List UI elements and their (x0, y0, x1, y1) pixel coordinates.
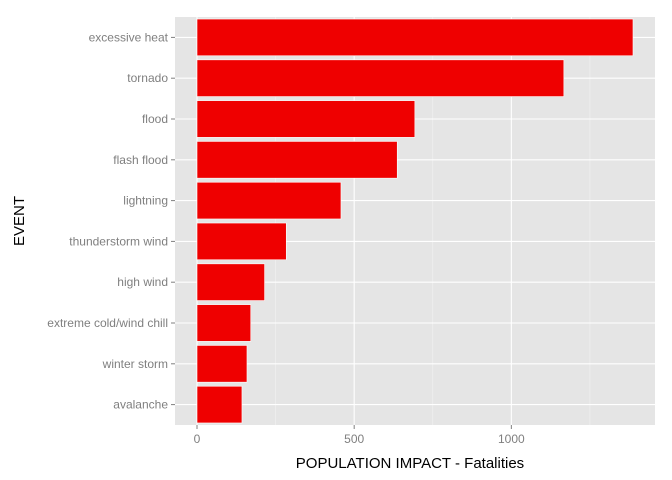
x-axis: 0 500 1000 (194, 425, 525, 446)
y-tick-label: lightning (123, 194, 168, 208)
y-tick-label: high wind (117, 275, 168, 289)
x-axis-title: POPULATION IMPACT - Fatalities (296, 455, 524, 472)
y-tick-label: flash flood (113, 153, 168, 167)
y-tick-label: tornado (127, 71, 168, 85)
bar (196, 263, 265, 301)
x-tick-label: 500 (344, 432, 364, 446)
y-axis: excessive heat tornado flood flash flood lig… (47, 30, 175, 412)
bar (196, 181, 342, 220)
bar (196, 345, 248, 383)
y-tick-label: avalanche (113, 398, 168, 412)
bar (196, 222, 287, 261)
y-axis-title: EVENT (11, 196, 28, 246)
bar (196, 141, 398, 179)
y-tick-label: extreme cold/wind chill (47, 316, 168, 330)
x-tick-label: 0 (194, 432, 201, 446)
bars (196, 18, 634, 424)
y-tick-label: excessive heat (89, 30, 169, 44)
x-tick-label: 1000 (498, 432, 525, 446)
y-tick-label: thunderstorm wind (69, 234, 168, 248)
bar (196, 100, 416, 138)
bar (196, 59, 565, 97)
bar (196, 18, 634, 57)
y-tick-label: winter storm (102, 357, 168, 371)
bar (196, 385, 243, 424)
y-tick-label: flood (142, 112, 168, 126)
bar (196, 304, 252, 342)
